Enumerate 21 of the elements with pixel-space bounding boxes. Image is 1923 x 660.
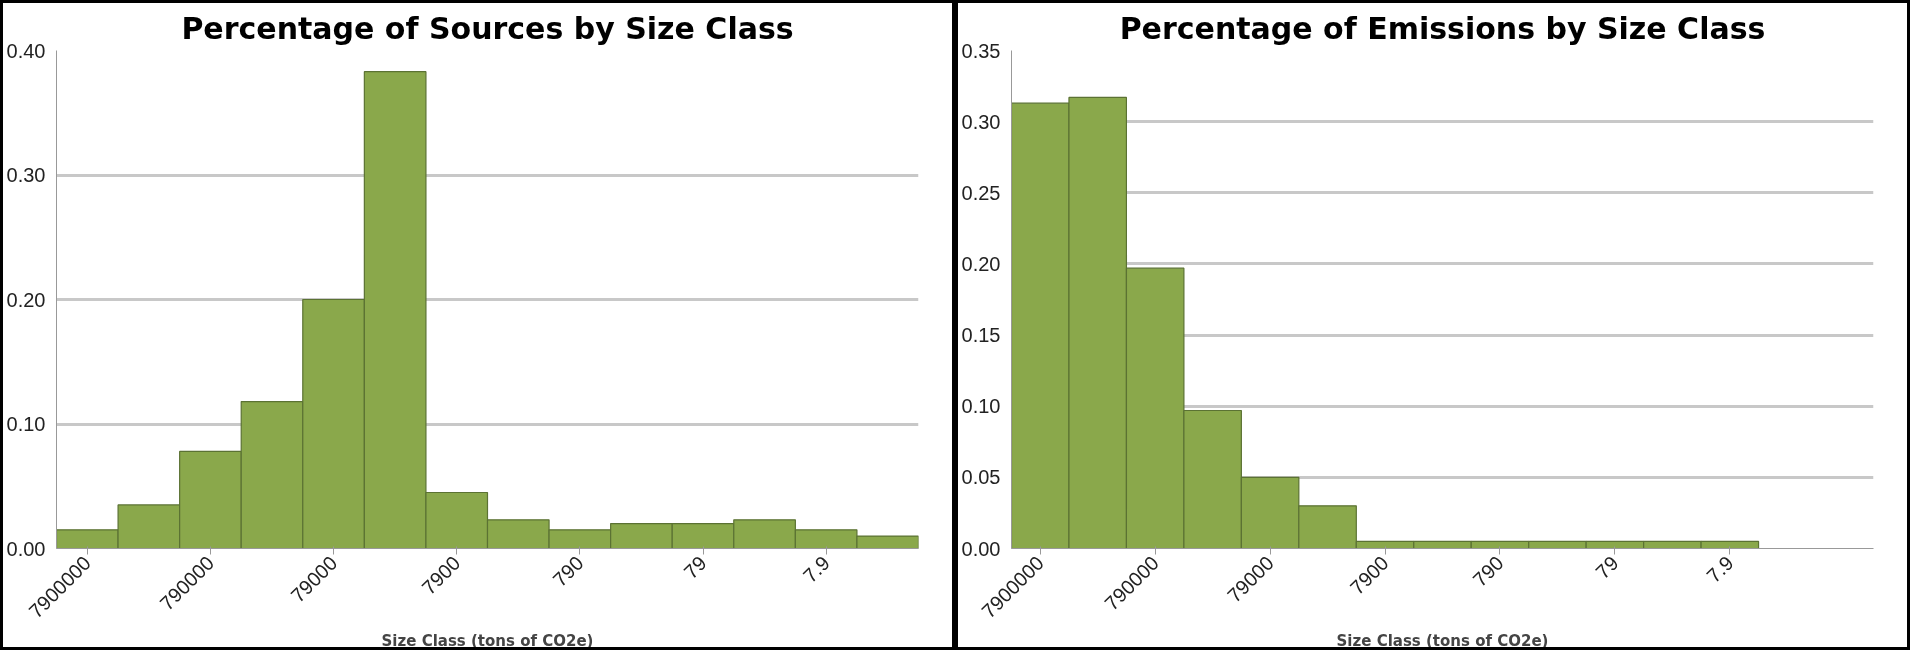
x-tick-label: 7.9 [1702,551,1738,587]
y-tick-label: 0.35 [961,39,1001,62]
y-tick-label: 0.05 [961,466,1001,489]
y-tick-label: 0.20 [6,288,46,311]
y-tick-label: 0.00 [6,537,46,560]
y-tick-label: 0.15 [961,324,1001,347]
y-tick-label: 0.20 [961,252,1001,275]
y-tick-label: 0.10 [6,413,46,435]
y-tick-label: 0.25 [961,181,1001,204]
x-tick-label: 79 [1591,551,1623,584]
y-tick-label: 0.00 [961,537,1001,560]
chart-title: Percentage of Sources by Size Class [181,10,794,46]
y-tick-label: 0.30 [961,110,1001,133]
y-tick-label: 0.10 [961,395,1001,418]
y-tick-label: 0.40 [6,39,46,62]
x-tick-label: 790 [1468,551,1508,591]
y-tick-label: 0.30 [6,164,46,186]
x-tick-label: 7.9 [798,551,834,587]
x-tick-label: 79 [679,551,711,584]
x-tick-label: 790 [548,551,588,591]
chart-title: Percentage of Emissions by Size Class [1119,10,1766,46]
